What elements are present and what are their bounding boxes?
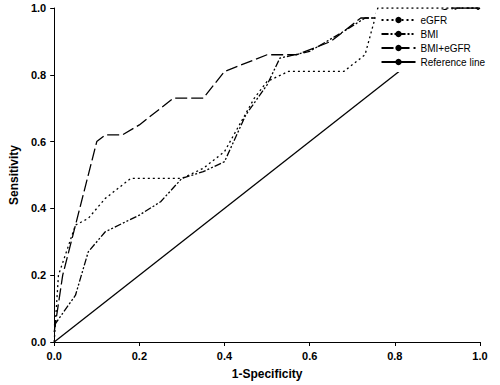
svg-text:BMI: BMI [421,29,439,40]
svg-text:0.0: 0.0 [31,336,46,348]
svg-text:BMI+eGFR: BMI+eGFR [421,43,471,54]
svg-text:0.8: 0.8 [31,69,46,81]
svg-text:1.0: 1.0 [472,350,487,362]
svg-text:Sensitivity: Sensitivity [7,145,21,205]
svg-text:0.6: 0.6 [31,136,46,148]
svg-text:0.6: 0.6 [302,350,317,362]
svg-text:0.4: 0.4 [31,202,47,214]
svg-text:Reference line: Reference line [421,57,486,68]
svg-text:1-Specificity: 1-Specificity [232,367,303,381]
svg-text:0.4: 0.4 [217,350,233,362]
svg-text:0.2: 0.2 [132,350,147,362]
svg-text:0.0: 0.0 [47,350,62,362]
svg-text:0.2: 0.2 [31,269,46,281]
svg-text:1.0: 1.0 [31,2,46,14]
svg-text:eGFR: eGFR [421,15,448,26]
svg-text:0.8: 0.8 [387,350,402,362]
